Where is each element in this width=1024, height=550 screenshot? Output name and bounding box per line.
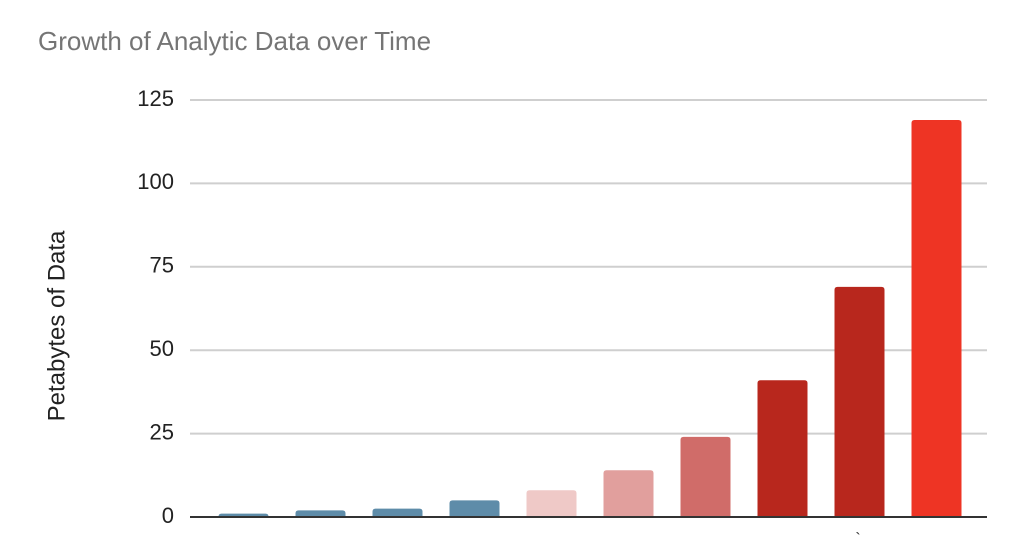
bar [526,490,577,517]
bar [834,286,885,517]
y-tick-label: 100 [137,169,174,194]
bar [372,508,423,517]
chart-title: Growth of Analytic Data over Time [38,26,431,56]
y-tick-label: 25 [150,419,174,444]
bar [449,500,500,517]
y-axis-label: Petabytes of Data [43,230,70,421]
bar [757,380,808,517]
bar [603,470,654,517]
y-tick-label: 0 [162,503,174,528]
y-tick-label: 75 [150,253,174,278]
y-tick-label: 125 [137,86,174,111]
bar [911,120,962,518]
bar [680,436,731,517]
y-tick-label: 50 [150,336,174,361]
bar [295,510,346,517]
annotation: ` [855,531,860,548]
